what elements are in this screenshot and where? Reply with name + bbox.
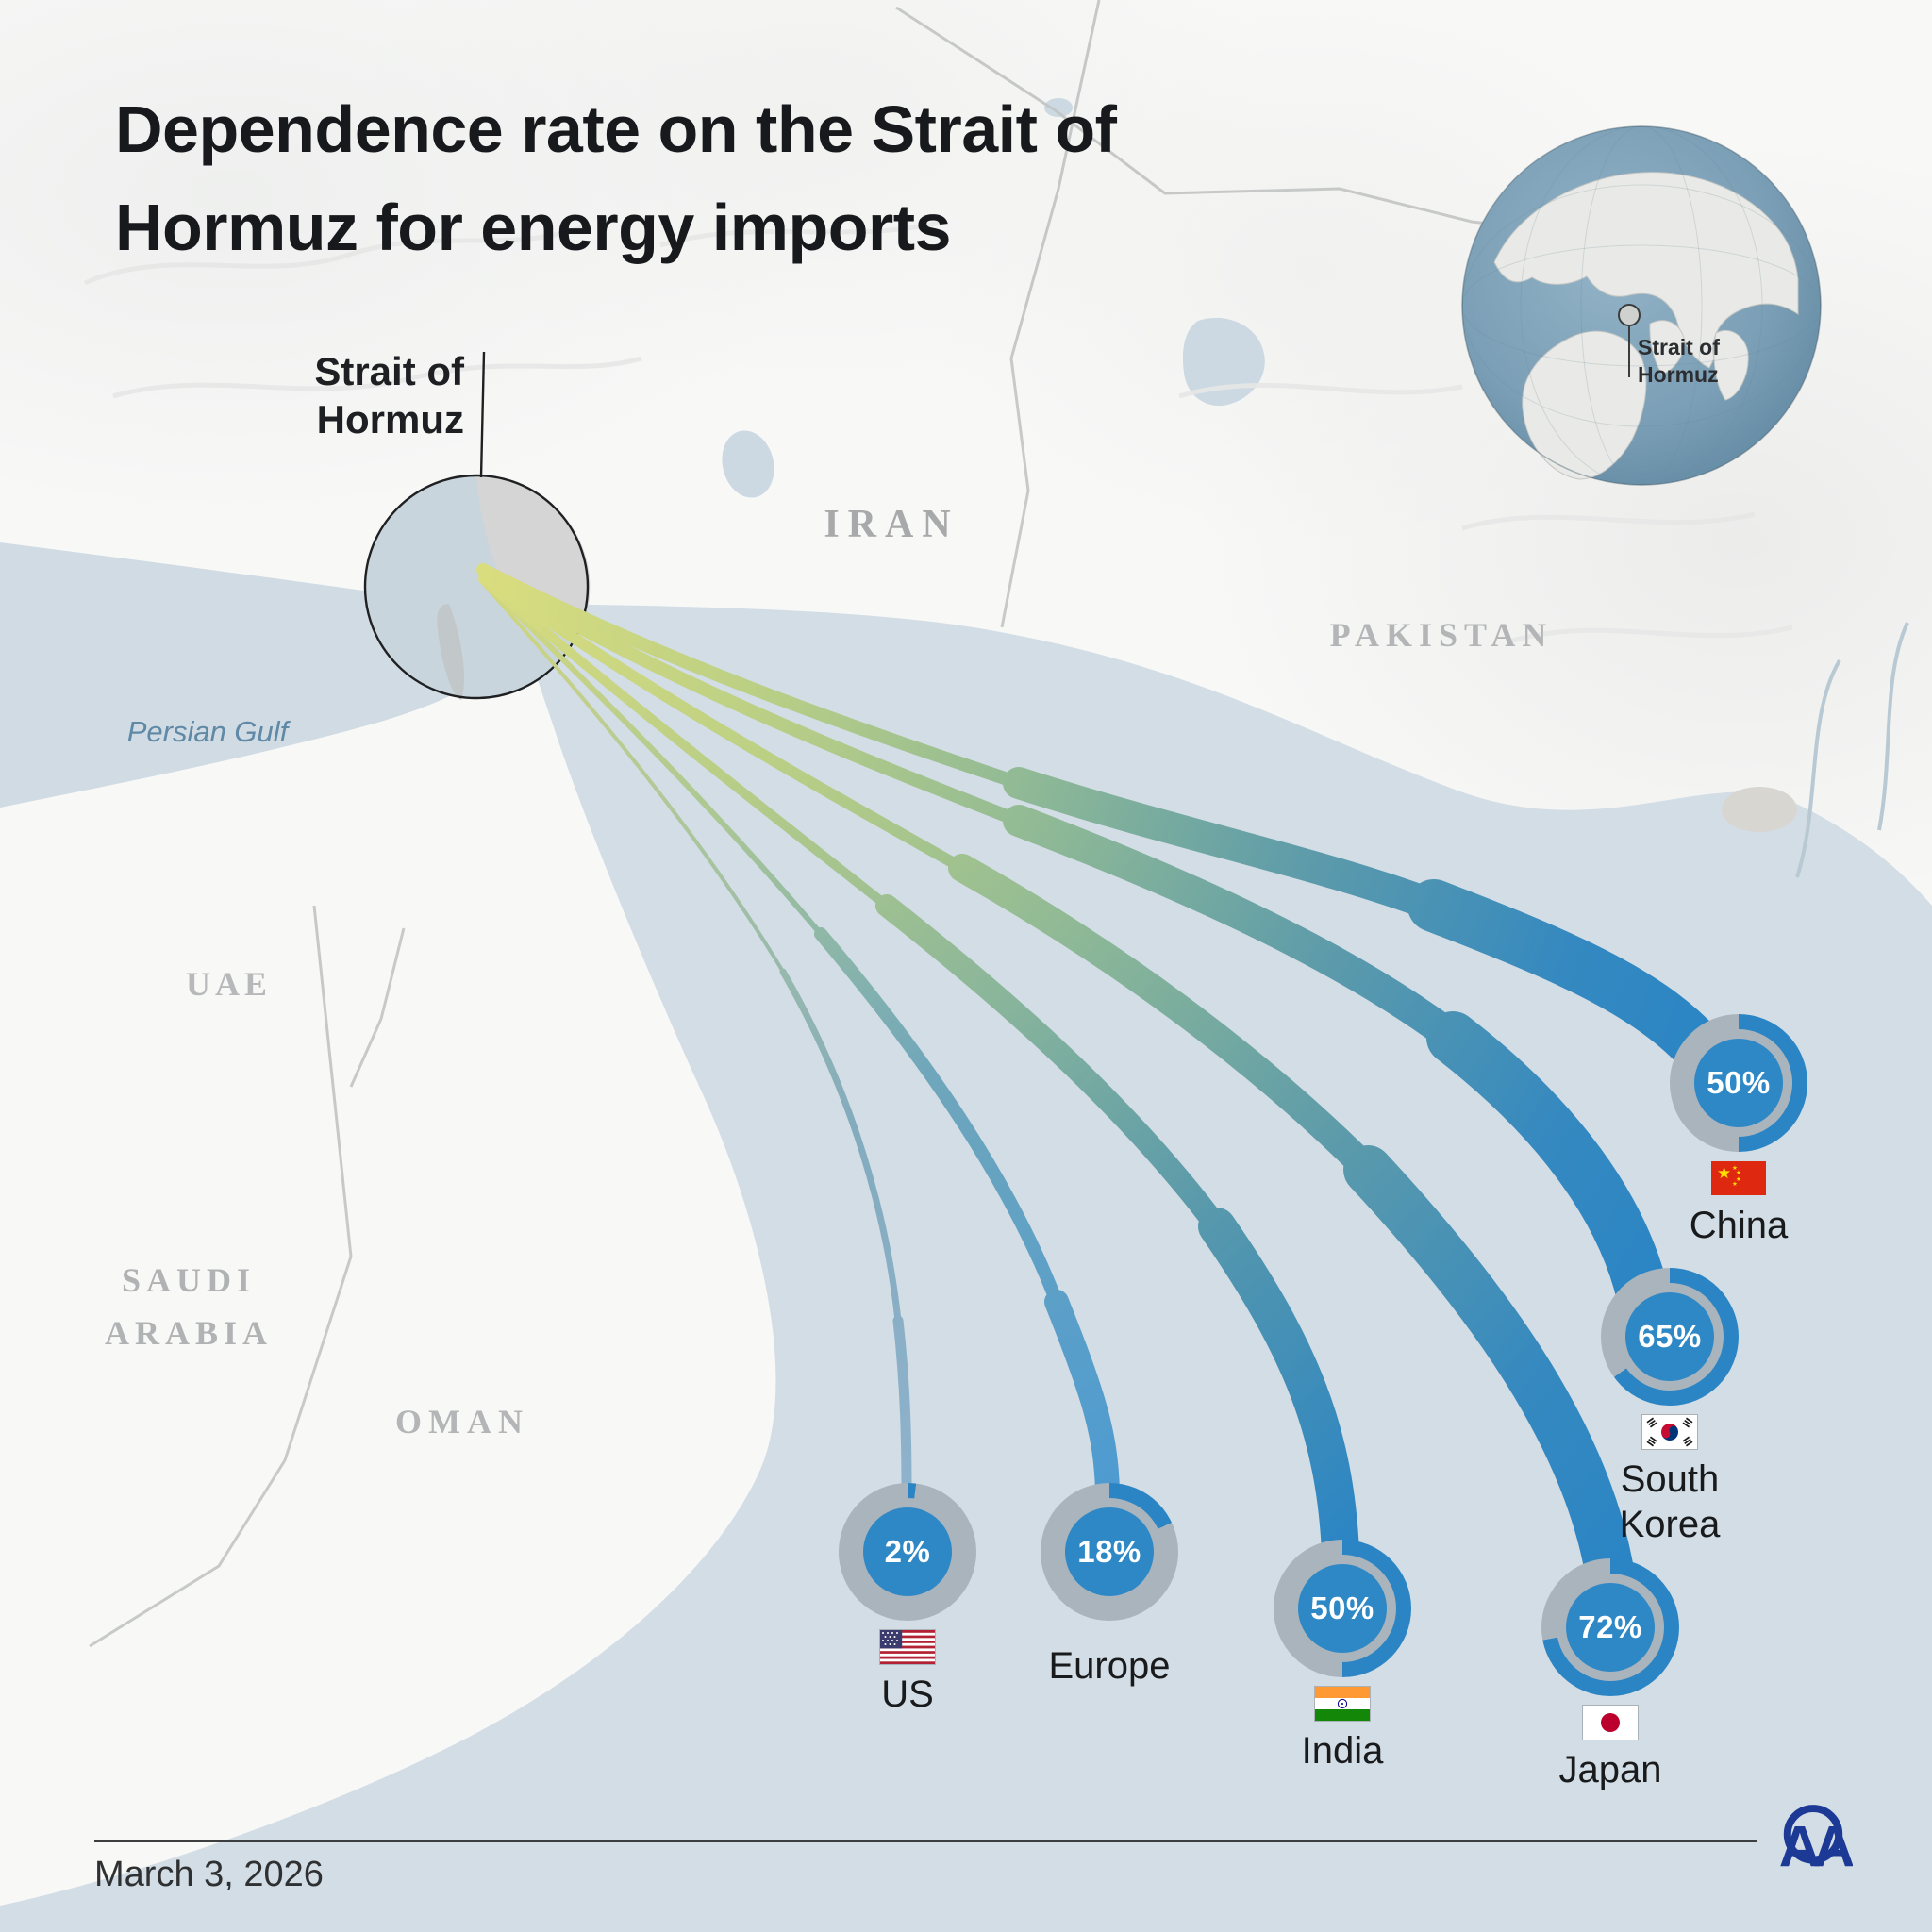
country-label-india: India: [1301, 1730, 1384, 1772]
donut-value-europe: 18%: [1077, 1534, 1141, 1569]
footer-date: March 3, 2026: [94, 1855, 324, 1894]
page-title: Dependence rate on the Strait of Hormuz …: [115, 81, 1341, 276]
flow-band-europe: [480, 578, 1120, 1503]
map-label-saudi-arabia: SAUDI ARABIA: [104, 1261, 273, 1352]
terrain: [1508, 625, 1793, 644]
terrain: [1461, 511, 1756, 531]
strait-circle: [363, 474, 591, 700]
donut-japan: 72%: [1541, 1558, 1679, 1696]
globe-graticule: [1461, 125, 1822, 486]
page-title-line1: Dependence rate on the Strait of: [115, 92, 1117, 166]
country-label-europe: Europe: [1048, 1645, 1171, 1687]
svg-text:★: ★: [1736, 1175, 1741, 1183]
svg-text:★: ★: [1732, 1180, 1738, 1188]
lake-small: [1044, 98, 1073, 117]
lake: [722, 430, 774, 498]
donut-europe: 18%: [1041, 1483, 1178, 1621]
donut-value-japan: 72%: [1578, 1609, 1642, 1644]
border-uae-oman: [349, 927, 406, 1088]
country-label-south-korea: South Korea: [1619, 1458, 1721, 1545]
map-label-oman: OMAN: [395, 1403, 529, 1441]
donut-value-india: 50%: [1310, 1591, 1374, 1625]
river: [1795, 658, 1841, 878]
country-node-japan: 72% Japan: [1497, 1558, 1724, 1792]
terrain: [1178, 382, 1463, 399]
terrain: [112, 356, 642, 399]
footer-divider: [94, 1840, 1757, 1842]
page-title-line2: Hormuz for energy imports: [115, 190, 951, 264]
svg-text:★: ★: [1732, 1164, 1738, 1172]
globe-rim: [1461, 125, 1822, 486]
globe-inset: Strait of Hormuz: [1457, 121, 1826, 491]
flow-band-japan: [479, 572, 1634, 1595]
map-label-pakistan: PAKISTAN: [1329, 616, 1554, 654]
terrain: [83, 224, 586, 286]
country-label-china: China: [1689, 1205, 1789, 1246]
flow-band-china: [476, 563, 1724, 1074]
strait-callout: Strait of Hormuz: [189, 347, 464, 443]
china-flag: ★ ★ ★ ★ ★: [1711, 1161, 1766, 1195]
map-label-iran: IRAN: [824, 503, 959, 546]
globe-marker-label-line2: Hormuz: [1638, 362, 1719, 387]
svg-text:★: ★: [1717, 1164, 1731, 1182]
border-saudi: [89, 905, 353, 1648]
city-footprint: [1722, 787, 1797, 832]
strait-callout-line: [479, 351, 486, 478]
country-label-japan: Japan: [1558, 1749, 1662, 1790]
donut-south-korea: 65%: [1601, 1268, 1739, 1406]
flow-band-south-korea: [478, 567, 1670, 1324]
country-node-us: 2% US: [794, 1483, 1021, 1717]
donut-us: 2%: [839, 1483, 976, 1621]
strait-callout-line1: Strait of: [314, 349, 464, 393]
donut-value-south-korea: 65%: [1638, 1319, 1702, 1354]
india-flag: [1315, 1687, 1370, 1721]
aa-logo-text: AA: [1779, 1814, 1853, 1878]
donut-value-china: 50%: [1707, 1065, 1771, 1100]
country-node-south-korea: 65% South Korea: [1557, 1268, 1783, 1547]
map-label-uae: UAE: [185, 965, 272, 1003]
map-label-persian-gulf: Persian Gulf: [126, 715, 289, 748]
globe-landmasses: [1493, 172, 1799, 480]
river: [1877, 622, 1909, 831]
donut-value-us: 2%: [884, 1534, 931, 1569]
donut-china: 50%: [1670, 1014, 1807, 1152]
globe-strait-marker: [1618, 304, 1641, 326]
strait-callout-line2: Hormuz: [316, 397, 464, 442]
south-korea-flag: [1642, 1415, 1697, 1449]
border-iran-pakistan: [1000, 0, 1101, 628]
country-node-europe: 18% Europe: [996, 1483, 1223, 1689]
donut-india: 50%: [1274, 1540, 1411, 1677]
country-node-india: 50% India: [1229, 1540, 1456, 1774]
globe-marker-label-line1: Strait of: [1638, 335, 1720, 359]
japan-flag: [1583, 1706, 1638, 1740]
svg-text:★: ★: [1736, 1169, 1741, 1176]
country-node-china: 50% ★ ★ ★ ★ ★ China: [1625, 1014, 1852, 1248]
flow-band-us: [481, 581, 912, 1496]
anadolu-agency-logo: AA: [1779, 1805, 1853, 1878]
country-label-us: US: [881, 1674, 934, 1715]
flow-band-india: [478, 575, 1359, 1571]
us-flag: [880, 1630, 935, 1664]
terrain: [659, 219, 944, 248]
